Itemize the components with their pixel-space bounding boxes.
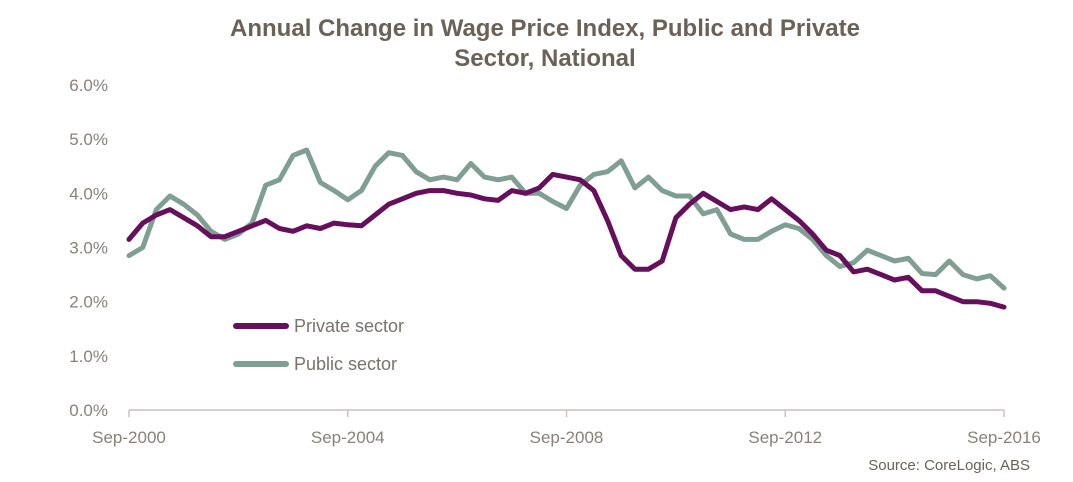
legend-label-public-sector: Public sector	[294, 354, 397, 374]
legend: Private sector Public sector	[233, 316, 404, 374]
y-axis: 0.0% 1.0% 2.0% 3.0% 4.0% 5.0% 6.0%	[69, 76, 108, 420]
y-tick-label: 1.0%	[69, 347, 108, 366]
x-tick-label: Sep-2012	[748, 428, 822, 447]
x-tick-label: Sep-2004	[311, 428, 385, 447]
series-layer	[126, 147, 1007, 310]
legend-label-private-sector: Private sector	[294, 316, 404, 336]
y-tick-label: 0.0%	[69, 401, 108, 420]
y-tick-label: 4.0%	[69, 184, 108, 203]
y-tick-label: 6.0%	[69, 76, 108, 95]
x-tick-label: Sep-2008	[530, 428, 604, 447]
chart-title-line-1: Annual Change in Wage Price Index, Publi…	[230, 15, 860, 42]
x-tick-label: Sep-2016	[967, 428, 1041, 447]
private-sector-line	[126, 171, 1007, 310]
y-tick-label: 3.0%	[69, 239, 108, 258]
y-tick-label: 5.0%	[69, 130, 108, 149]
chart-title-line-2: Sector, National	[454, 45, 635, 72]
y-tick-label: 2.0%	[69, 293, 108, 312]
source-note: Source: CoreLogic, ABS	[868, 457, 1030, 474]
x-tick-label: Sep-2000	[92, 428, 166, 447]
public-sector-line	[126, 147, 1007, 291]
x-axis: Sep-2000 Sep-2004 Sep-2008 Sep-2012 Sep-2016	[92, 410, 1041, 447]
